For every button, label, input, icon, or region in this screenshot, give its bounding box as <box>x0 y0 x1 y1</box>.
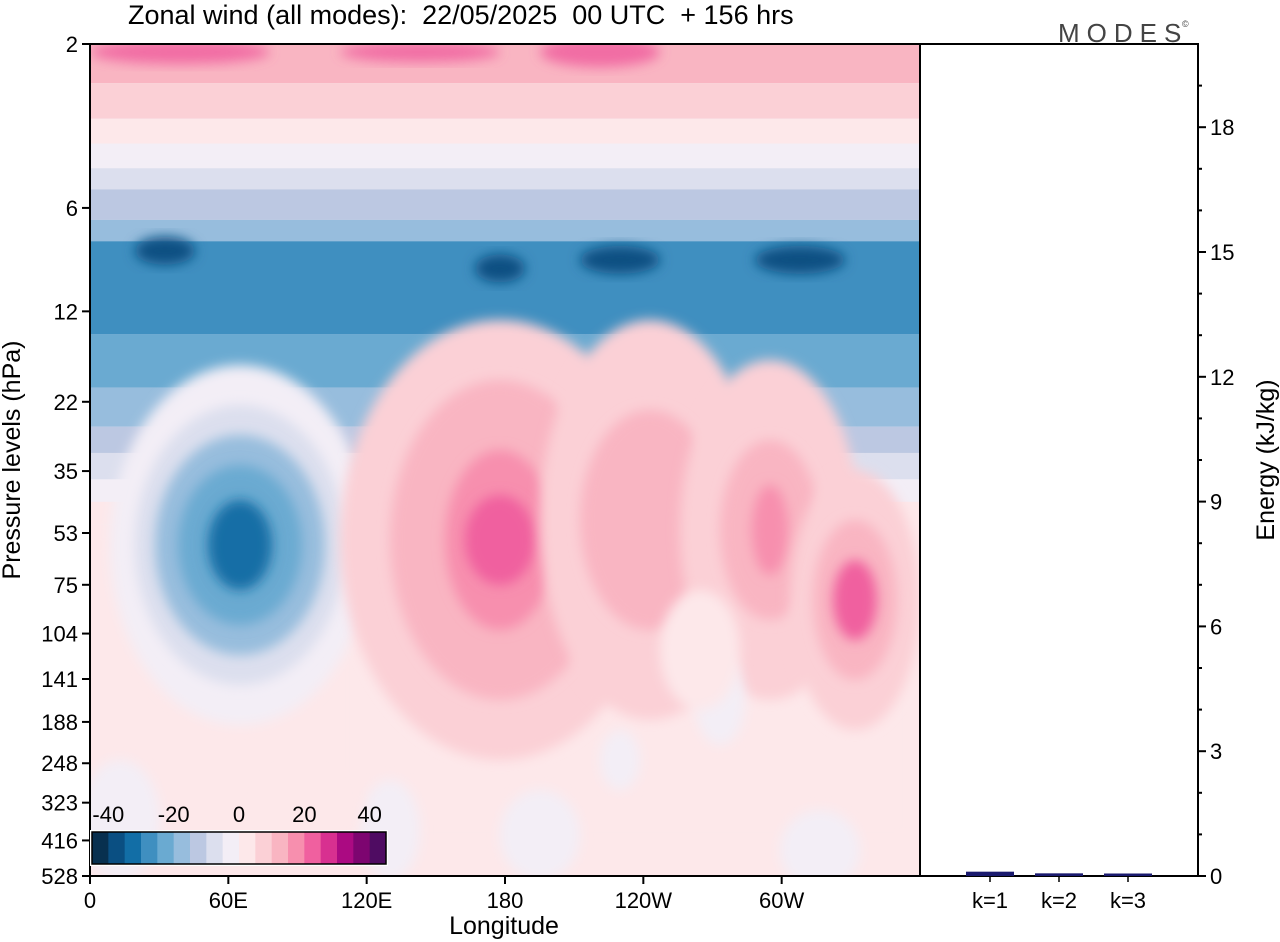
pressure-tick-label: 6 <box>66 196 78 221</box>
upper-core-3 <box>475 254 525 283</box>
band-6 <box>90 219 920 242</box>
top-band-patch-0 <box>90 44 270 64</box>
pressure-tick-label: 75 <box>54 573 78 598</box>
band-4 <box>90 168 920 190</box>
colorbar-swatch <box>255 832 273 864</box>
colorbar-tick-label: 0 <box>233 802 245 827</box>
colorbar-swatch <box>239 832 256 864</box>
pressure-tick-label: 12 <box>54 299 78 324</box>
band-2 <box>90 118 920 144</box>
pressure-tick-label: 248 <box>41 751 78 776</box>
longitude-tick-label: 120W <box>615 888 673 913</box>
colorbar-swatch <box>173 832 191 864</box>
pressure-tick-label: 22 <box>54 390 78 415</box>
chart-title: Zonal wind (all modes): 22/05/2025 00 UT… <box>128 0 794 30</box>
longitude-tick-label: 180 <box>487 888 524 913</box>
bar-category-label: k=1 <box>972 888 1008 913</box>
band-3 <box>90 143 920 169</box>
pressure-axis-label: Pressure levels (hPa) <box>0 341 26 580</box>
feature-4-layer-2 <box>833 560 877 640</box>
energy-tick-label: 12 <box>1210 365 1234 390</box>
upper-core-1 <box>580 245 660 274</box>
colorbar-swatch <box>222 832 240 864</box>
colorbar-swatch <box>288 832 305 864</box>
colorbar-swatch <box>92 832 109 864</box>
energy-tick-label: 6 <box>1210 614 1222 639</box>
energy-tick-label: 18 <box>1210 115 1234 140</box>
energy-bar <box>966 871 1014 876</box>
feature-1-layer-3 <box>465 495 535 585</box>
feature-0-layer-4 <box>208 500 272 590</box>
pressure-tick-label: 141 <box>41 667 78 692</box>
pressure-axis: 2 6 12 22 35 53 75 104 141 188 248 323 416 528 <box>41 32 90 889</box>
colorbar-swatch <box>157 832 175 864</box>
pressure-tick-label: 416 <box>41 828 78 853</box>
longitude-tick-label: 60E <box>209 888 248 913</box>
pressure-tick-label: 53 <box>54 521 78 546</box>
colorbar-swatch <box>337 832 354 864</box>
colorbar-swatch <box>369 832 387 864</box>
colorbar-swatch <box>124 832 142 864</box>
band-1 <box>90 83 920 119</box>
energy-axis-label: Energy (kJ/kg) <box>1252 379 1280 540</box>
top-band-patch-1 <box>540 44 660 67</box>
copyright-mark: © <box>1182 19 1189 29</box>
low-pink-patch-0 <box>240 750 360 850</box>
bar-category-label: k=2 <box>1041 888 1077 913</box>
upper-core-0 <box>135 236 195 265</box>
pressure-tick-label: 528 <box>41 864 78 889</box>
longitude-tick-label: 60W <box>759 888 804 913</box>
colorbar: -40 -20 0 20 40 <box>90 802 388 866</box>
energy-panel-frame <box>919 43 1199 877</box>
energy-axis: 0 3 6 9 12 15 18 <box>1198 84 1234 889</box>
low-patch-2 <box>780 810 860 876</box>
colorbar-tick-label: 20 <box>292 802 316 827</box>
bar-category-label: k=3 <box>1110 888 1146 913</box>
colorbar-swatch <box>304 832 322 864</box>
colorbar-tick-label: -40 <box>92 802 124 827</box>
longitude-tick-label: 0 <box>84 888 96 913</box>
zonal-wind-heatmap <box>90 44 920 876</box>
upper-core-2 <box>755 245 845 274</box>
colorbar-swatch <box>141 832 158 864</box>
pressure-tick-label: 35 <box>54 459 78 484</box>
longitude-tick-label: 120E <box>341 888 392 913</box>
colorbar-swatch <box>206 832 224 864</box>
low-pink-patch-1 <box>660 590 740 710</box>
colorbar-swatch <box>190 832 207 864</box>
energy-bar <box>1104 873 1152 876</box>
low-patch-1 <box>500 790 580 876</box>
feature-3-layer-2 <box>752 485 788 575</box>
band-5 <box>90 189 920 220</box>
top-band-patch-2 <box>340 44 500 62</box>
energy-bar <box>1035 873 1083 876</box>
longitude-axis-label: Longitude <box>449 912 559 940</box>
colorbar-frame <box>91 831 387 865</box>
energy-tick-label: 3 <box>1210 739 1222 764</box>
pressure-tick-label: 2 <box>66 32 78 57</box>
colorbar-tick-label: -20 <box>158 802 190 827</box>
low-patch-5 <box>600 730 640 790</box>
colorbar-swatch <box>320 832 338 864</box>
energy-tick-label: 15 <box>1210 240 1234 265</box>
longitude-axis: 0 60E 120E 180 120W 60W <box>84 876 805 913</box>
colorbar-tick-label: 40 <box>357 802 381 827</box>
colorbar-swatch <box>108 832 126 864</box>
pressure-tick-label: 104 <box>41 622 78 647</box>
pressure-tick-label: 323 <box>41 791 78 816</box>
energy-bars: k=1 k=2 k=3 <box>966 871 1152 913</box>
energy-tick-label: 9 <box>1210 490 1222 515</box>
troposphere-features <box>110 320 920 835</box>
pressure-tick-label: 188 <box>41 710 78 735</box>
colorbar-swatch <box>353 832 371 864</box>
colorbar-swatch <box>271 832 289 864</box>
energy-tick-label: 0 <box>1210 864 1222 889</box>
